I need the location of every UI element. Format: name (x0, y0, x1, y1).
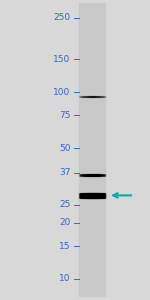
Text: 150: 150 (53, 55, 71, 64)
Text: 50: 50 (59, 144, 71, 153)
Bar (79, 3, 105, 297)
Text: 25: 25 (59, 200, 71, 209)
Text: 100: 100 (53, 88, 71, 97)
Text: 20: 20 (59, 218, 71, 227)
Text: 250: 250 (54, 13, 71, 22)
Text: 10: 10 (59, 274, 71, 284)
Text: 75: 75 (59, 111, 71, 120)
Text: 37: 37 (59, 168, 71, 177)
Text: 15: 15 (59, 242, 71, 250)
